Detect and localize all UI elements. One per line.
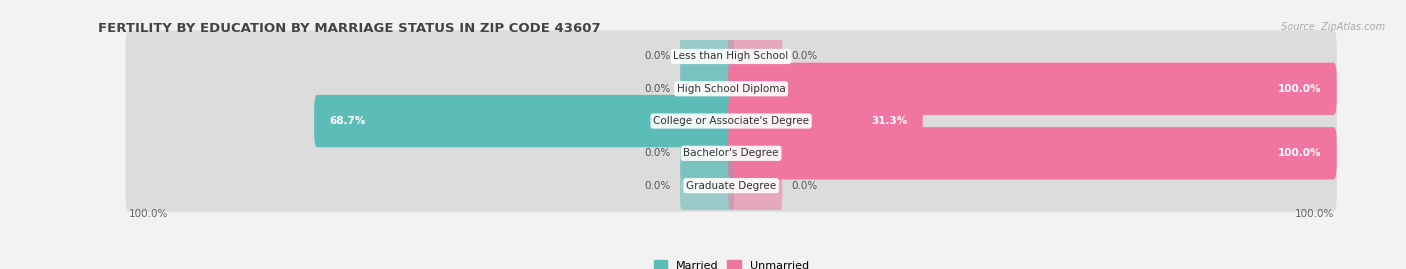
- FancyBboxPatch shape: [681, 160, 734, 212]
- FancyBboxPatch shape: [125, 95, 1337, 147]
- Text: 0.0%: 0.0%: [792, 51, 818, 62]
- FancyBboxPatch shape: [125, 127, 1337, 179]
- FancyBboxPatch shape: [125, 160, 1337, 212]
- FancyBboxPatch shape: [728, 160, 782, 212]
- FancyBboxPatch shape: [728, 30, 782, 83]
- Text: 100.0%: 100.0%: [128, 209, 167, 219]
- Text: 100.0%: 100.0%: [1278, 84, 1322, 94]
- Text: 0.0%: 0.0%: [644, 84, 671, 94]
- FancyBboxPatch shape: [681, 30, 734, 83]
- Text: Bachelor's Degree: Bachelor's Degree: [683, 148, 779, 158]
- Text: 0.0%: 0.0%: [644, 148, 671, 158]
- FancyBboxPatch shape: [728, 95, 922, 147]
- Text: 100.0%: 100.0%: [1295, 209, 1334, 219]
- Text: 68.7%: 68.7%: [329, 116, 366, 126]
- FancyBboxPatch shape: [728, 63, 1337, 115]
- Text: 0.0%: 0.0%: [644, 51, 671, 62]
- Text: 31.3%: 31.3%: [872, 116, 908, 126]
- Text: College or Associate's Degree: College or Associate's Degree: [654, 116, 808, 126]
- Text: Graduate Degree: Graduate Degree: [686, 180, 776, 191]
- Text: Less than High School: Less than High School: [673, 51, 789, 62]
- Legend: Married, Unmarried: Married, Unmarried: [650, 256, 813, 269]
- FancyBboxPatch shape: [728, 127, 1337, 179]
- Text: 0.0%: 0.0%: [792, 180, 818, 191]
- Text: High School Diploma: High School Diploma: [676, 84, 786, 94]
- FancyBboxPatch shape: [125, 30, 1337, 83]
- FancyBboxPatch shape: [681, 63, 734, 115]
- FancyBboxPatch shape: [314, 95, 734, 147]
- Text: Source: ZipAtlas.com: Source: ZipAtlas.com: [1281, 22, 1385, 31]
- FancyBboxPatch shape: [681, 127, 734, 179]
- Text: 0.0%: 0.0%: [644, 180, 671, 191]
- Text: FERTILITY BY EDUCATION BY MARRIAGE STATUS IN ZIP CODE 43607: FERTILITY BY EDUCATION BY MARRIAGE STATU…: [98, 22, 600, 35]
- Text: 100.0%: 100.0%: [1278, 148, 1322, 158]
- FancyBboxPatch shape: [125, 63, 1337, 115]
